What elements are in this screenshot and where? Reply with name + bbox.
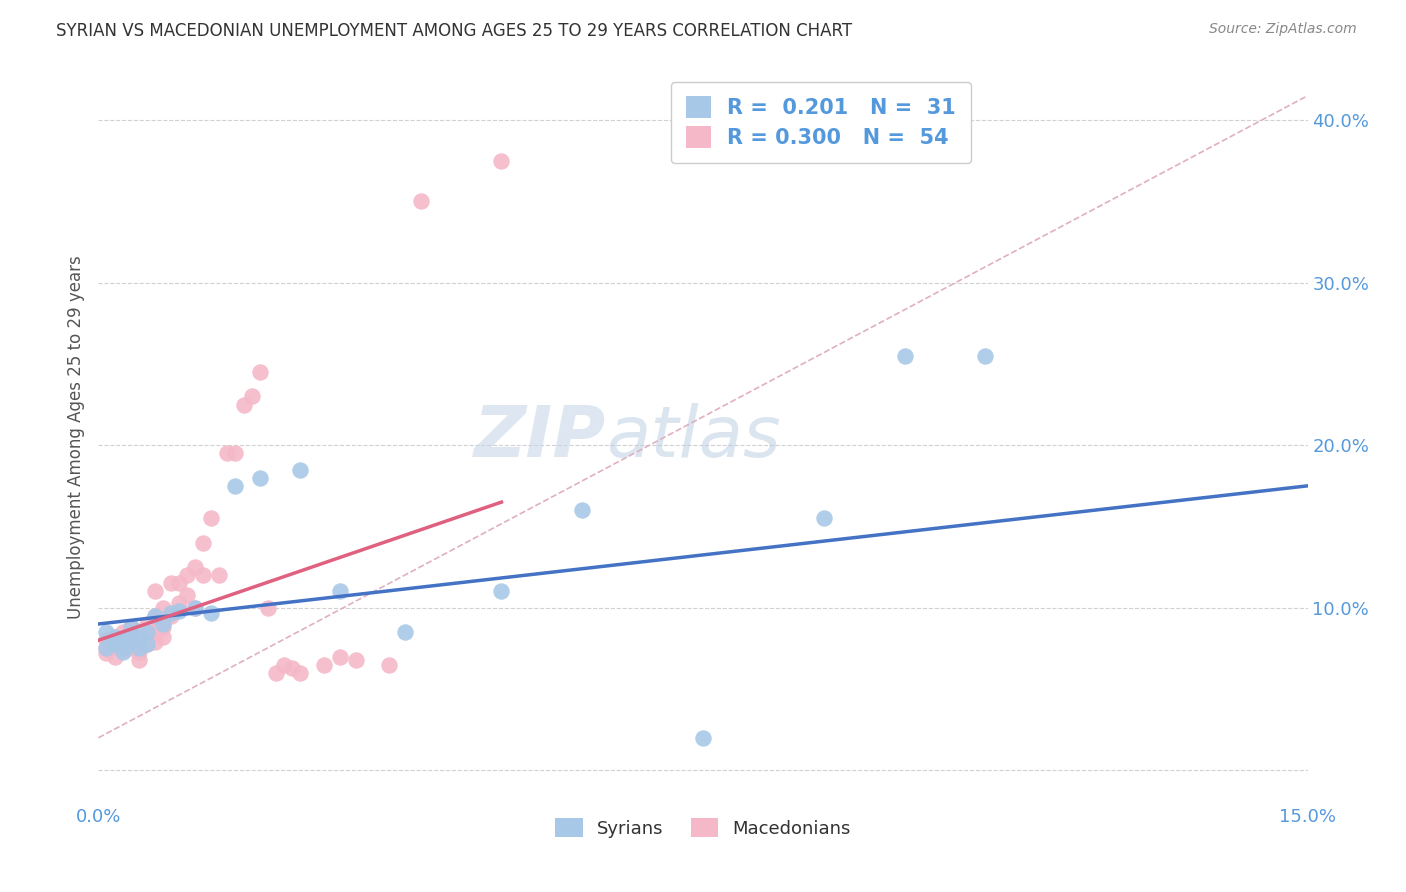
Point — [160, 608, 183, 623]
Point — [152, 620, 174, 634]
Point — [135, 636, 157, 650]
Point — [893, 349, 915, 363]
Point — [160, 576, 183, 591]
Point — [96, 633, 118, 648]
Text: SYRIAN VS MACEDONIAN UNEMPLOYMENT AMONG AGES 25 TO 29 YEARS CORRELATION CHART: SYRIAN VS MACEDONIAN UNEMPLOYMENT AMONG … — [56, 22, 852, 40]
Point — [143, 625, 166, 640]
Point — [128, 630, 150, 644]
Point — [409, 194, 432, 209]
Point — [111, 633, 134, 648]
Point — [128, 641, 150, 656]
Point — [135, 628, 157, 642]
Point — [128, 645, 150, 659]
Point — [167, 576, 190, 591]
Point — [224, 446, 246, 460]
Point — [394, 625, 416, 640]
Point — [120, 620, 142, 634]
Point — [571, 503, 593, 517]
Point — [329, 584, 352, 599]
Point — [184, 560, 207, 574]
Text: atlas: atlas — [606, 402, 780, 472]
Point — [135, 636, 157, 650]
Point — [160, 606, 183, 620]
Point — [96, 641, 118, 656]
Text: ZIP: ZIP — [474, 402, 606, 472]
Point — [103, 630, 125, 644]
Point — [111, 645, 134, 659]
Point — [193, 568, 215, 582]
Point — [135, 625, 157, 640]
Point — [193, 535, 215, 549]
Y-axis label: Unemployment Among Ages 25 to 29 years: Unemployment Among Ages 25 to 29 years — [66, 255, 84, 619]
Point — [288, 665, 311, 680]
Point — [128, 638, 150, 652]
Point — [120, 620, 142, 634]
Point — [167, 596, 190, 610]
Point — [120, 641, 142, 656]
Point — [217, 446, 239, 460]
Point — [111, 640, 134, 654]
Point — [111, 643, 134, 657]
Point — [103, 630, 125, 644]
Point — [249, 365, 271, 379]
Point — [329, 649, 352, 664]
Point — [200, 606, 222, 620]
Point — [128, 630, 150, 644]
Point — [288, 462, 311, 476]
Point — [974, 349, 997, 363]
Point — [103, 636, 125, 650]
Point — [167, 604, 190, 618]
Point — [120, 628, 142, 642]
Point — [281, 661, 304, 675]
Point — [273, 657, 295, 672]
Point — [103, 649, 125, 664]
Point — [344, 653, 367, 667]
Point — [264, 665, 287, 680]
Point — [111, 636, 134, 650]
Point — [128, 653, 150, 667]
Point — [232, 398, 254, 412]
Point — [152, 617, 174, 632]
Point — [120, 635, 142, 649]
Point — [377, 657, 399, 672]
Point — [111, 625, 134, 640]
Point — [143, 608, 166, 623]
Text: Source: ZipAtlas.com: Source: ZipAtlas.com — [1209, 22, 1357, 37]
Point — [96, 625, 118, 640]
Point — [143, 584, 166, 599]
Point — [152, 630, 174, 644]
Point — [256, 600, 278, 615]
Point — [208, 568, 231, 582]
Point — [152, 600, 174, 615]
Point — [120, 633, 142, 648]
Point — [249, 471, 271, 485]
Point — [692, 731, 714, 745]
Point — [143, 635, 166, 649]
Point — [200, 511, 222, 525]
Point — [240, 389, 263, 403]
Point — [491, 153, 513, 168]
Point — [491, 584, 513, 599]
Point — [96, 641, 118, 656]
Legend: Syrians, Macedonians: Syrians, Macedonians — [548, 811, 858, 845]
Point — [96, 646, 118, 660]
Point — [176, 568, 198, 582]
Point — [184, 600, 207, 615]
Point — [224, 479, 246, 493]
Point — [176, 588, 198, 602]
Point — [184, 600, 207, 615]
Point — [135, 617, 157, 632]
Point — [813, 511, 835, 525]
Point — [103, 640, 125, 654]
Point — [314, 657, 336, 672]
Point — [143, 608, 166, 623]
